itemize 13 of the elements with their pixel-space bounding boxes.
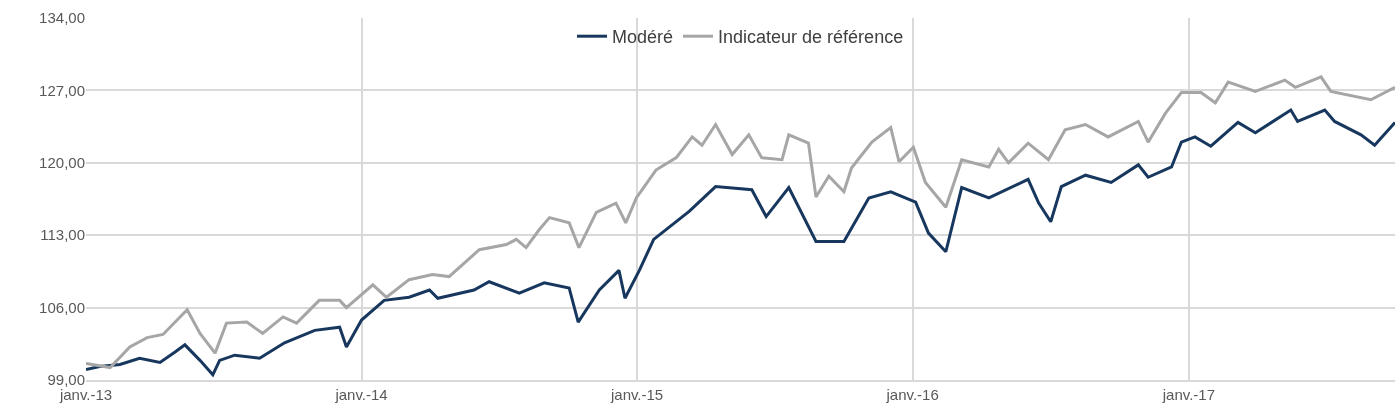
y-tick-label: 99,00 <box>47 371 85 389</box>
y-tick-label: 106,00 <box>39 298 85 316</box>
y-tick-label: 120,00 <box>39 154 85 172</box>
y-tick-label: 127,00 <box>39 81 85 99</box>
x-tick-label: janv.-17 <box>1161 386 1216 403</box>
legend-label: Indicateur de référence <box>718 27 904 48</box>
x-tick-label: janv.-13 <box>58 386 113 403</box>
y-tick-label: 113,00 <box>40 226 85 244</box>
x-tick-label: janv.-14 <box>334 386 388 403</box>
x-tick-label: janv.-16 <box>885 386 939 403</box>
legend-label: Modéré <box>612 27 674 48</box>
x-tick-label: janv.-15 <box>609 386 664 403</box>
y-tick-label: 134,00 <box>39 9 85 27</box>
